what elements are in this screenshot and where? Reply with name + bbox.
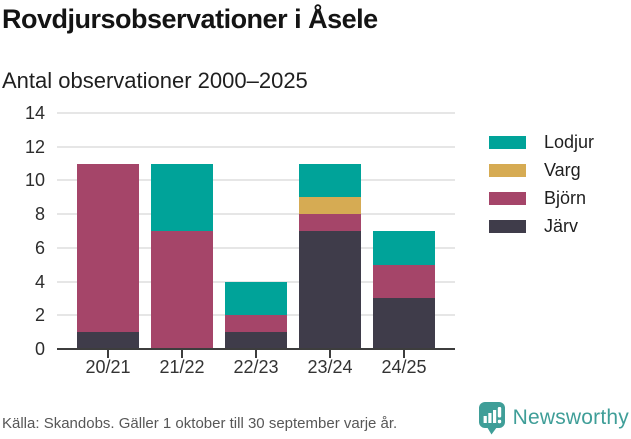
legend-item-varg: Varg — [489, 160, 594, 180]
segment-lodjur-21/22 — [151, 163, 213, 231]
segment-jarv-20/21 — [77, 332, 139, 349]
x-tick-24/25 — [403, 350, 405, 358]
legend-label-bjorn: Björn — [544, 187, 587, 208]
segment-lodjur-23/24 — [299, 163, 361, 198]
segment-bjorn-24/25 — [373, 264, 435, 299]
x-tick-22/23 — [255, 350, 257, 358]
segment-lodjur-24/25 — [373, 231, 435, 265]
bar-24/25 — [373, 231, 435, 349]
y-tick-label: 2 — [34, 305, 45, 326]
x-tick-label: 20/21 — [85, 357, 131, 377]
bar-21/22 — [151, 163, 213, 349]
legend-item-jarv: Järv — [489, 216, 594, 236]
y-tick-label: 12 — [24, 136, 45, 157]
y-tick-label: 8 — [34, 204, 45, 225]
segment-jarv-23/24 — [299, 231, 361, 349]
segment-varg-23/24 — [299, 197, 361, 215]
legend-label-varg: Varg — [544, 159, 581, 180]
chart-title: Rovdjursobservationer i Åsele — [2, 4, 378, 34]
source-note: Källa: Skandobs. Gäller 1 oktober till 3… — [2, 415, 398, 432]
segment-jarv-22/23 — [225, 332, 287, 349]
segment-jarv-24/25 — [373, 298, 435, 349]
segment-bjorn-22/23 — [225, 315, 287, 333]
newsworthy-icon — [478, 402, 505, 435]
x-tick-23/24 — [329, 350, 331, 358]
gridline-6 — [57, 246, 455, 249]
legend-swatch-jarv — [489, 219, 526, 233]
y-tick-label: 10 — [24, 170, 45, 191]
newsworthy-logo[interactable]: Newsworthy — [478, 401, 629, 435]
gridline-4 — [57, 280, 455, 283]
segment-bjorn-21/22 — [151, 231, 213, 349]
newsworthy-wordmark: Newsworthy — [512, 406, 629, 429]
bar-23/24 — [299, 163, 361, 349]
segment-lodjur-22/23 — [225, 281, 287, 316]
x-tick-label: 23/24 — [307, 357, 353, 377]
legend-label-jarv: Järv — [544, 215, 579, 236]
y-tick-label: 14 — [24, 103, 45, 123]
gridline-14 — [57, 112, 455, 114]
gridline-10 — [57, 179, 455, 182]
y-tick-label: 4 — [34, 271, 45, 292]
y-tick-label: 0 — [34, 339, 45, 359]
segment-bjorn-20/21 — [77, 163, 139, 333]
legend-label-lodjur: Lodjur — [544, 131, 595, 152]
bar-22/23 — [225, 281, 287, 349]
legend-swatch-bjorn — [489, 191, 526, 205]
stacked-bar-plot — [57, 112, 455, 358]
legend-swatch-lodjur — [489, 135, 526, 149]
y-axis-labels: 0 2 4 6 8 10 12 14 — [0, 103, 45, 359]
x-tick-21/22 — [181, 350, 183, 358]
gridline-12 — [57, 145, 455, 148]
x-tick-20/21 — [107, 350, 109, 358]
x-tick-label: 21/22 — [159, 357, 205, 377]
chart-legend: Lodjur Varg Björn Järv — [489, 132, 594, 236]
y-tick-label: 6 — [34, 237, 45, 258]
x-axis-line — [57, 348, 455, 350]
legend-swatch-varg — [489, 163, 526, 177]
x-tick-label: 22/23 — [233, 357, 279, 377]
bar-20/21 — [77, 163, 139, 349]
legend-item-lodjur: Lodjur — [489, 132, 594, 152]
segment-bjorn-23/24 — [299, 214, 361, 231]
chart-subtitle: Antal observationer 2000–2025 — [2, 68, 308, 93]
x-tick-label: 24/25 — [381, 357, 427, 377]
x-axis-labels: 20/21 21/22 22/23 23/24 24/25 — [57, 357, 455, 381]
gridline-8 — [57, 213, 455, 216]
legend-item-bjorn: Björn — [489, 188, 594, 208]
